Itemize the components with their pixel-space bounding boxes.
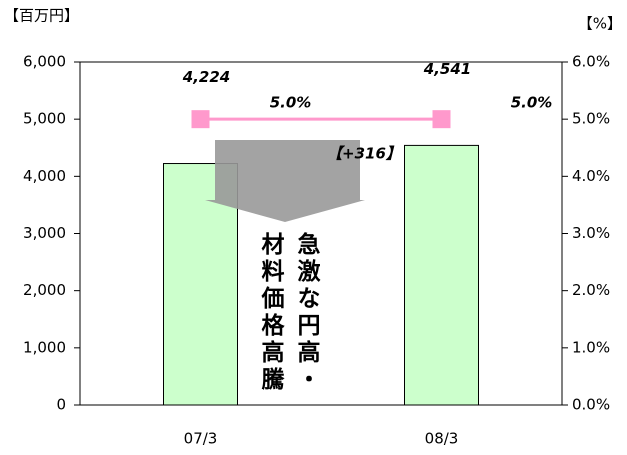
y-tick-label: 1,000	[23, 338, 66, 356]
y2-tick-label: 1.0%	[572, 338, 610, 356]
bar	[404, 144, 479, 406]
value-label: 4,224	[182, 68, 230, 86]
value-label: 5.0%	[270, 94, 312, 112]
y-tick-label: 2,000	[23, 281, 66, 299]
vertical-annotation: 急激な円高・ 材料価格高騰	[252, 232, 324, 455]
y-tick-label: 0	[56, 396, 66, 414]
marker	[432, 110, 451, 129]
value-label: 4,541	[423, 60, 471, 78]
x-tick-label: 08/3	[425, 430, 459, 448]
y2-tick-label: 0.0%	[572, 396, 610, 414]
annotation: 材料価格高騰	[257, 232, 283, 394]
plot-frame	[79, 61, 563, 406]
y2-tick-label: 3.0%	[572, 224, 610, 242]
y2-axis-label: 【%】	[578, 15, 622, 33]
y-tick-label: 6,000	[23, 53, 66, 71]
y2-tick-label: 5.0%	[572, 110, 610, 128]
y-tick-label: 5,000	[23, 110, 66, 128]
x-tick-label: 07/3	[184, 430, 218, 448]
y-axis-label: 【百万円】	[4, 7, 79, 25]
y-tick-label: 3,000	[23, 224, 66, 242]
y2-tick-label: 4.0%	[572, 167, 610, 185]
y2-tick-label: 6.0%	[572, 53, 610, 71]
annotation: 【+316】	[327, 145, 401, 163]
y-tick-label: 4,000	[23, 167, 66, 185]
marker	[191, 110, 210, 129]
arrow	[205, 140, 365, 222]
value-label: 5.0%	[511, 94, 553, 112]
annotation: 急激な円高・	[293, 232, 319, 394]
y2-tick-label: 2.0%	[572, 281, 610, 299]
